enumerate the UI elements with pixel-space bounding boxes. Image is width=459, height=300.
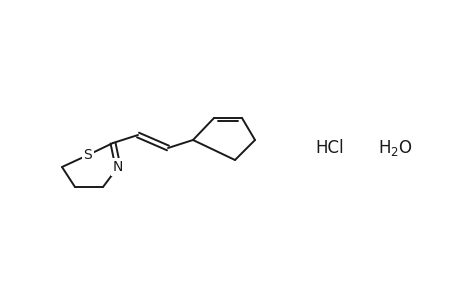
Text: S: S [84, 148, 92, 162]
Text: HCl: HCl [315, 139, 344, 157]
Text: H$_2$O: H$_2$O [377, 138, 411, 158]
Text: N: N [112, 160, 123, 174]
